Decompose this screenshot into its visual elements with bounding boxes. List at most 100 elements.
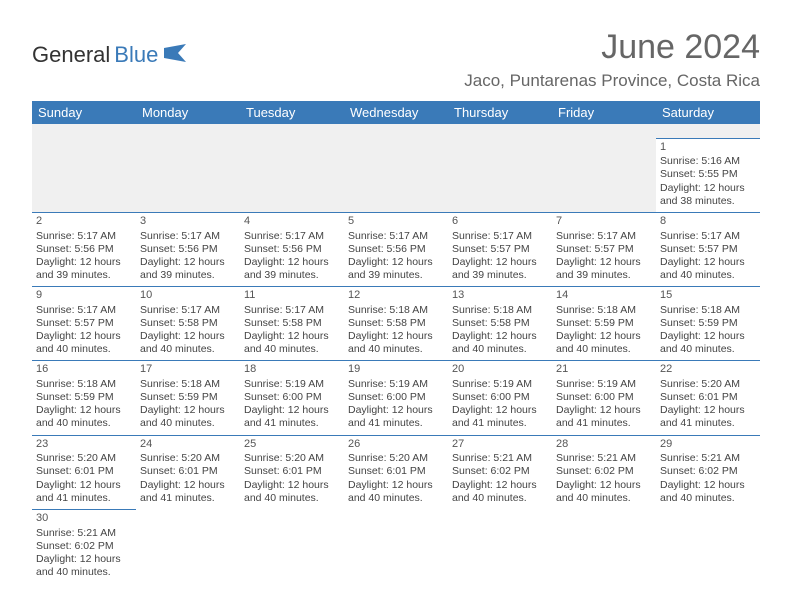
calendar-day-cell: 24Sunrise: 5:20 AMSunset: 6:01 PMDayligh… <box>136 435 240 509</box>
sunset-line: Sunset: 5:57 PM <box>452 243 548 256</box>
sunrise-line: Sunrise: 5:20 AM <box>244 452 340 465</box>
title-block: June 2024 Jaco, Puntarenas Province, Cos… <box>464 28 760 91</box>
daylight-line: Daylight: 12 hours and 40 minutes. <box>660 330 756 356</box>
sunset-line: Sunset: 5:56 PM <box>36 243 132 256</box>
logo: GeneralBlue <box>32 42 192 68</box>
daylight-line: Daylight: 12 hours and 41 minutes. <box>140 479 236 505</box>
sunset-line: Sunset: 6:01 PM <box>140 465 236 478</box>
day-number: 7 <box>556 215 652 229</box>
sunset-line: Sunset: 6:02 PM <box>556 465 652 478</box>
sunset-line: Sunset: 5:57 PM <box>556 243 652 256</box>
calendar-day-cell: 7Sunrise: 5:17 AMSunset: 5:57 PMDaylight… <box>552 212 656 286</box>
calendar-day-cell: 11Sunrise: 5:17 AMSunset: 5:58 PMDayligh… <box>240 287 344 361</box>
daylight-line: Daylight: 12 hours and 40 minutes. <box>140 330 236 356</box>
calendar-day-cell: 19Sunrise: 5:19 AMSunset: 6:00 PMDayligh… <box>344 361 448 435</box>
calendar-day-cell: 16Sunrise: 5:18 AMSunset: 5:59 PMDayligh… <box>32 361 136 435</box>
sunset-line: Sunset: 5:59 PM <box>36 391 132 404</box>
sunrise-line: Sunrise: 5:17 AM <box>36 304 132 317</box>
sunset-line: Sunset: 5:59 PM <box>660 317 756 330</box>
calendar-day-cell <box>240 509 344 583</box>
daylight-line: Daylight: 12 hours and 38 minutes. <box>660 182 756 208</box>
daylight-line: Daylight: 12 hours and 39 minutes. <box>556 256 652 282</box>
calendar-week-row: 16Sunrise: 5:18 AMSunset: 5:59 PMDayligh… <box>32 361 760 435</box>
sunrise-line: Sunrise: 5:18 AM <box>452 304 548 317</box>
sunset-line: Sunset: 6:02 PM <box>452 465 548 478</box>
calendar-day-cell: 4Sunrise: 5:17 AMSunset: 5:56 PMDaylight… <box>240 212 344 286</box>
day-number: 17 <box>140 363 236 377</box>
calendar-day-cell: 20Sunrise: 5:19 AMSunset: 6:00 PMDayligh… <box>448 361 552 435</box>
calendar-day-cell: 9Sunrise: 5:17 AMSunset: 5:57 PMDaylight… <box>32 287 136 361</box>
sunrise-line: Sunrise: 5:17 AM <box>452 230 548 243</box>
sunrise-line: Sunrise: 5:19 AM <box>556 378 652 391</box>
sunset-line: Sunset: 6:02 PM <box>660 465 756 478</box>
day-number: 23 <box>36 438 132 452</box>
daylight-line: Daylight: 12 hours and 40 minutes. <box>452 330 548 356</box>
calendar-day-cell: 30Sunrise: 5:21 AMSunset: 6:02 PMDayligh… <box>32 509 136 583</box>
sunrise-line: Sunrise: 5:18 AM <box>36 378 132 391</box>
daylight-line: Daylight: 12 hours and 40 minutes. <box>660 479 756 505</box>
calendar-day-cell: 18Sunrise: 5:19 AMSunset: 6:00 PMDayligh… <box>240 361 344 435</box>
calendar-day-cell: 22Sunrise: 5:20 AMSunset: 6:01 PMDayligh… <box>656 361 760 435</box>
calendar-day-cell <box>448 138 552 212</box>
sunrise-line: Sunrise: 5:20 AM <box>36 452 132 465</box>
calendar-week-row: 1Sunrise: 5:16 AMSunset: 5:55 PMDaylight… <box>32 138 760 212</box>
calendar-week-row: 23Sunrise: 5:20 AMSunset: 6:01 PMDayligh… <box>32 435 760 509</box>
sunrise-line: Sunrise: 5:17 AM <box>244 304 340 317</box>
sunset-line: Sunset: 5:59 PM <box>140 391 236 404</box>
calendar-day-cell: 23Sunrise: 5:20 AMSunset: 6:01 PMDayligh… <box>32 435 136 509</box>
day-number: 19 <box>348 363 444 377</box>
sunrise-line: Sunrise: 5:21 AM <box>36 527 132 540</box>
calendar-day-cell <box>344 138 448 212</box>
day-number: 8 <box>660 215 756 229</box>
sunset-line: Sunset: 5:58 PM <box>244 317 340 330</box>
sunset-line: Sunset: 5:57 PM <box>36 317 132 330</box>
day-number: 25 <box>244 438 340 452</box>
sunrise-line: Sunrise: 5:17 AM <box>36 230 132 243</box>
calendar-day-cell: 28Sunrise: 5:21 AMSunset: 6:02 PMDayligh… <box>552 435 656 509</box>
sunrise-line: Sunrise: 5:19 AM <box>348 378 444 391</box>
daylight-line: Daylight: 12 hours and 41 minutes. <box>36 479 132 505</box>
calendar-day-cell: 13Sunrise: 5:18 AMSunset: 5:58 PMDayligh… <box>448 287 552 361</box>
flag-icon <box>164 44 192 67</box>
daylight-line: Daylight: 12 hours and 41 minutes. <box>348 404 444 430</box>
calendar-week-row: 2Sunrise: 5:17 AMSunset: 5:56 PMDaylight… <box>32 212 760 286</box>
calendar-day-cell <box>552 509 656 583</box>
calendar-day-cell: 10Sunrise: 5:17 AMSunset: 5:58 PMDayligh… <box>136 287 240 361</box>
calendar-day-cell: 26Sunrise: 5:20 AMSunset: 6:01 PMDayligh… <box>344 435 448 509</box>
day-number: 30 <box>36 512 132 526</box>
day-number: 21 <box>556 363 652 377</box>
calendar-day-cell <box>552 138 656 212</box>
daylight-line: Daylight: 12 hours and 40 minutes. <box>348 330 444 356</box>
day-number: 10 <box>140 289 236 303</box>
sunrise-line: Sunrise: 5:20 AM <box>348 452 444 465</box>
calendar-day-cell: 2Sunrise: 5:17 AMSunset: 5:56 PMDaylight… <box>32 212 136 286</box>
calendar-day-cell: 14Sunrise: 5:18 AMSunset: 5:59 PMDayligh… <box>552 287 656 361</box>
sunrise-line: Sunrise: 5:18 AM <box>140 378 236 391</box>
sunset-line: Sunset: 5:58 PM <box>140 317 236 330</box>
sunset-line: Sunset: 5:56 PM <box>348 243 444 256</box>
sunset-line: Sunset: 6:02 PM <box>36 540 132 553</box>
calendar-day-cell <box>32 138 136 212</box>
sunset-line: Sunset: 6:01 PM <box>660 391 756 404</box>
sunrise-line: Sunrise: 5:18 AM <box>660 304 756 317</box>
calendar-day-cell: 21Sunrise: 5:19 AMSunset: 6:00 PMDayligh… <box>552 361 656 435</box>
weekday-header: Monday <box>136 101 240 124</box>
sunset-line: Sunset: 5:58 PM <box>348 317 444 330</box>
calendar-body: 1Sunrise: 5:16 AMSunset: 5:55 PMDaylight… <box>32 124 760 583</box>
sunrise-line: Sunrise: 5:21 AM <box>556 452 652 465</box>
calendar-day-cell: 27Sunrise: 5:21 AMSunset: 6:02 PMDayligh… <box>448 435 552 509</box>
daylight-line: Daylight: 12 hours and 40 minutes. <box>36 553 132 579</box>
sunset-line: Sunset: 6:01 PM <box>348 465 444 478</box>
daylight-line: Daylight: 12 hours and 40 minutes. <box>244 479 340 505</box>
day-number: 5 <box>348 215 444 229</box>
day-number: 16 <box>36 363 132 377</box>
weekday-header: Wednesday <box>344 101 448 124</box>
calendar-day-cell <box>136 509 240 583</box>
daylight-line: Daylight: 12 hours and 41 minutes. <box>556 404 652 430</box>
calendar-week-row: 9Sunrise: 5:17 AMSunset: 5:57 PMDaylight… <box>32 287 760 361</box>
day-number: 13 <box>452 289 548 303</box>
daylight-line: Daylight: 12 hours and 40 minutes. <box>36 404 132 430</box>
daylight-line: Daylight: 12 hours and 40 minutes. <box>556 479 652 505</box>
day-number: 22 <box>660 363 756 377</box>
logo-text-general: General <box>32 42 110 68</box>
